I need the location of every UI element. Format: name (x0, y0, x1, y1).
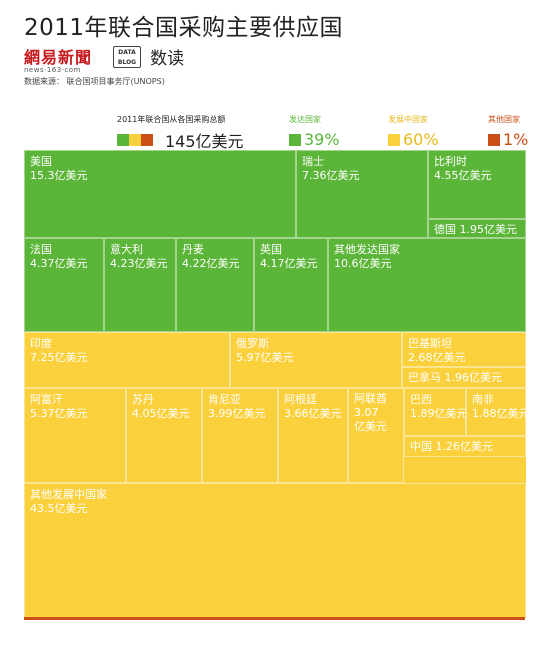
legend-other-swatch (488, 133, 500, 146)
datablog-badge-line1: DATA (118, 48, 136, 56)
treemap-label-南非: 南非 (472, 393, 494, 406)
treemap-label-阿根廷: 阿根廷 (284, 392, 317, 406)
treemap-cell-巴基斯坦 (402, 332, 526, 367)
treemap-label-巴西: 巴西 (410, 393, 432, 406)
netease-news-logo: 網易新聞 news·163·com (24, 44, 104, 74)
treemap-label-丹麦: 丹麦 (182, 243, 204, 256)
treemap-cell-中国 (404, 436, 526, 457)
legend-total-swatch-other (141, 133, 153, 146)
treemap-label-法国: 法国 (30, 242, 52, 256)
legend-other-pct: 1% (503, 130, 529, 149)
treemap-label-印度: 印度 (30, 336, 52, 350)
treemap-label-英国: 英国 (260, 242, 282, 256)
treemap-value-肯尼亚: 3.99亿美元 (208, 407, 266, 420)
datablog-badge-line2: BLOG (117, 58, 137, 66)
treemap-label-瑞士: 瑞士 (302, 154, 324, 168)
treemap-cell-其他发达国家 (328, 238, 526, 332)
treemap-value-巴西: 1.89亿美元 (410, 407, 468, 420)
legend-other-label: 其他国家 (488, 115, 520, 124)
treemap-label-巴基斯坦: 巴基斯坦 (408, 336, 452, 350)
treemap-value-阿联酋: 3.07 (354, 406, 379, 419)
legend-total-value: 145亿美元 (165, 132, 244, 151)
legend-developing-pct: 60% (403, 130, 439, 149)
treemap-label-肯尼亚: 肯尼亚 (208, 393, 241, 406)
treemap-value-英国: 4.17亿美元 (260, 257, 318, 270)
treemap-label-美国: 美国 (30, 155, 52, 168)
data-source: 数据来源： 联合国项目事务厅(UNOPS) (24, 77, 165, 86)
treemap-label-巴拿马: 巴拿马 1.96亿美元 (408, 370, 502, 384)
treemap-value-瑞士: 7.36亿美元 (302, 169, 360, 182)
treemap-cell-阿联酋 (348, 388, 404, 483)
legend-developing-label: 发展中国家 (388, 115, 428, 124)
treemap-cell-苏丹 (126, 388, 202, 483)
legend-developing-swatch (388, 133, 400, 146)
treemap-cell-巴西 (404, 388, 466, 436)
treemap-label-苏丹: 苏丹 (132, 393, 154, 406)
legend-total-swatch-developed (117, 133, 129, 146)
legend-item-other: 其他国家 1% (488, 114, 528, 149)
legend-total-caption: 2011年联合国从各国采购总额 (117, 115, 226, 124)
treemap-label-其他发达国家: 其他发达国家 (334, 242, 400, 256)
treemap-value-法国: 4.37亿美元 (30, 257, 88, 270)
treemap-value-南非: 1.88亿美元 (472, 407, 526, 420)
treemap-value-阿富汗: 5.37亿美元 (30, 407, 88, 420)
treemap-value-巴基斯坦: 2.68亿美元 (408, 351, 466, 364)
treemap-value-其他发展中国家: 43.5亿美元 (30, 502, 88, 515)
legend-total-row: 145亿美元 (117, 129, 244, 151)
legend-item-developing: 发展中国家 60% (388, 114, 439, 149)
treemap-cell-瑞士 (296, 150, 428, 238)
treemap-value-苏丹: 4.05亿美元 (132, 407, 190, 420)
legend-developed-pct: 39% (304, 130, 340, 149)
legend-total-swatch-developing (129, 133, 141, 146)
treemap-label-阿富汗: 阿富汗 (30, 392, 63, 406)
treemap-value-俄罗斯: 5.97亿美元 (236, 351, 294, 364)
netease-logo-text: 網易新聞 (24, 48, 93, 67)
treemap-cell-阿富汗 (24, 388, 126, 483)
treemap-cell-法国 (24, 238, 104, 332)
treemap-label-比利时: 比利时 (434, 155, 467, 168)
treemap-label-意大利: 意大利 (110, 242, 143, 256)
treemap-cell-德国 (428, 219, 526, 238)
treemap-cell-南非 (466, 388, 526, 436)
treemap-value-阿根廷: 3.66亿美元 (284, 407, 342, 420)
legend-developed-swatch (289, 133, 301, 146)
treemap-value-其他发达国家: 10.6亿美元 (334, 257, 392, 270)
treemap-cell-阿根廷 (278, 388, 348, 483)
treemap-value-丹麦: 4.22亿美元 (182, 257, 240, 270)
datablog-logo: DATA BLOG 数读 (113, 44, 184, 69)
treemap-cell-俄罗斯 (230, 332, 402, 388)
page-title: 2011年联合国采购主要供应国 (24, 15, 344, 41)
treemap-cell-其他发展中国家 (24, 483, 526, 618)
legend-item-developed: 发达国家 39% (289, 114, 340, 149)
treemap-cell-美国 (24, 150, 296, 238)
treemap-value-美国: 15.3亿美元 (30, 169, 88, 182)
treemap-label-阿联酋: 阿联酋 (354, 391, 387, 405)
treemap-cell-肯尼亚 (202, 388, 278, 483)
treemap-cell-英国 (254, 238, 328, 332)
datablog-badge-icon: DATA BLOG (113, 45, 141, 68)
treemap-value-比利时: 4.55亿美元 (434, 169, 492, 182)
datablog-name: 数读 (150, 49, 185, 69)
treemap-value-意大利: 4.23亿美元 (110, 257, 168, 270)
treemap-cell-意大利 (104, 238, 176, 332)
treemap-cell-丹麦 (176, 238, 254, 332)
treemap-cell-印度 (24, 332, 230, 388)
treemap-cell-巴拿马 (402, 367, 526, 388)
treemap-value-印度: 7.25亿美元 (30, 351, 88, 364)
legend-total: 2011年联合国从各国采购总额 145亿美元 (117, 114, 244, 151)
legend-developed-label: 发达国家 (289, 115, 321, 124)
bottom-rule (24, 617, 525, 620)
treemap-unit-阿联酋: 亿美元 (354, 420, 387, 433)
treemap-label-其他发展中国家: 其他发展中国家 (30, 487, 107, 501)
treemap-label-德国: 德国 1.95亿美元 (434, 222, 517, 236)
treemap-label-中国: 中国 1.26亿美元 (410, 440, 493, 453)
treemap-label-俄罗斯: 俄罗斯 (236, 337, 269, 350)
treemap-cell-比利时 (428, 150, 526, 219)
netease-logo-url: news·163·com (24, 66, 81, 74)
